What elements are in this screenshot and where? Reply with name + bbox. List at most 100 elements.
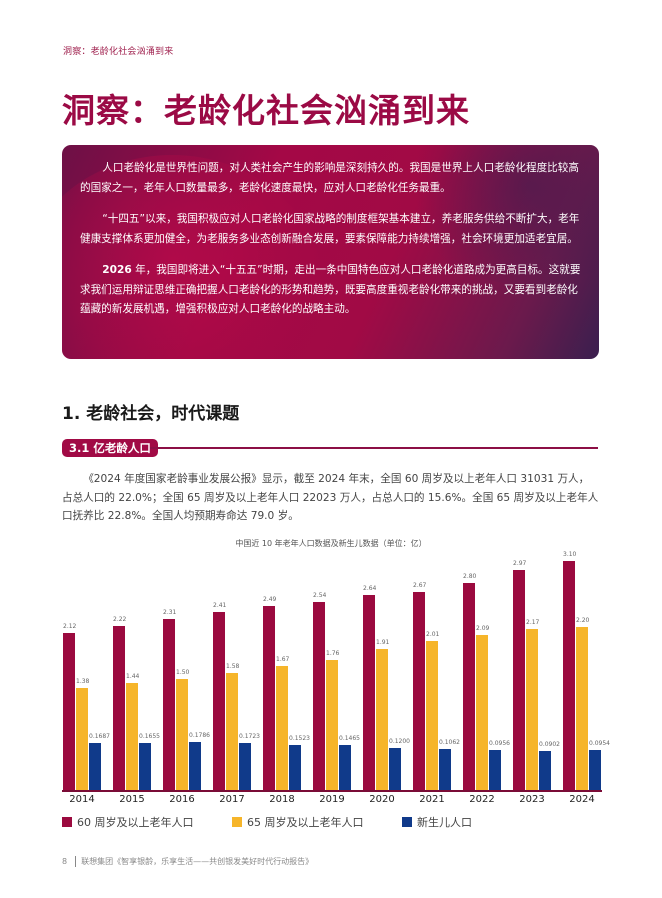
bar-group-2024: 3.10 2.20 0.0954 (563, 550, 610, 790)
intro-paragraph: 《2024 年度国家老龄事业发展公报》显示，截至 2024 年末，全国 60 周… (62, 473, 599, 522)
page-footer: 8 联想集团《智享银龄，乐享生活——共创银发美好时代行动报告》 (62, 856, 313, 867)
legend-item-newborn: 新生儿人口 (402, 814, 472, 830)
footer-source: 联想集团《智享银龄，乐享生活——共创银发美好时代行动报告》 (81, 857, 314, 866)
data-label: 1.38 (76, 677, 90, 685)
x-tick-label: 2019 (319, 794, 345, 805)
bar-newborn (539, 750, 551, 790)
x-tick-label: 2016 (169, 794, 195, 805)
chart-title: 中国近 10 年老年人口数据及新生儿数据（单位：亿） (235, 539, 427, 548)
data-label: 0.1786 (189, 732, 210, 740)
chart-legend: 60 周岁及以上老年人口 65 周岁及以上老年人口 新生儿人口 (62, 814, 602, 830)
intro-banner: 人口老龄化是世界性问题，对人类社会产生的影响是深刻持久的。我国是世界上人口老龄化… (62, 145, 599, 359)
data-label: 1.76 (326, 649, 340, 657)
banner-paragraph: 2026 年，我国即将进入“十五五”时期，走出一条中国特色应对人口老龄化道路成为… (80, 264, 581, 315)
data-label: 1.67 (276, 656, 290, 664)
data-label: 2.80 (463, 572, 477, 580)
bar-newborn (389, 748, 401, 790)
bar-s60 (313, 602, 325, 790)
x-tick-label: 2014 (69, 794, 95, 805)
bar-s65 (126, 683, 138, 790)
bar-chart: 2.12 1.38 0.1687 2014 2.22 1.44 0.1655 2015 2.31… (62, 550, 610, 810)
footer-divider (75, 856, 77, 867)
bar-s65 (526, 629, 538, 790)
bar-s65 (426, 641, 438, 790)
data-label: 0.1062 (439, 739, 460, 747)
data-label: 0.1200 (389, 738, 410, 745)
data-label: 0.1465 (339, 735, 360, 743)
bar-group-2022: 2.80 2.09 0.0956 (463, 550, 510, 790)
data-label: 2.01 (426, 631, 440, 639)
bar-s60 (263, 605, 275, 790)
legend-item-65: 65 周岁及以上老年人口 (232, 814, 364, 830)
bar-s60 (463, 582, 475, 790)
data-label: 2.97 (513, 560, 527, 568)
bar-group-2023: 2.97 2.17 0.0902 (513, 550, 560, 790)
bar-group-2015: 2.22 1.44 0.1655 (113, 550, 160, 790)
bar-s60 (63, 633, 75, 790)
x-tick-label: 2018 (269, 794, 295, 805)
x-tick-label: 2022 (469, 794, 495, 805)
legend-swatch (402, 817, 412, 827)
bar-newborn (589, 750, 601, 790)
bar-newborn (139, 743, 151, 790)
running-head: 洞察：老龄化社会汹涌到来 (63, 47, 174, 57)
x-tick-label: 2017 (219, 794, 245, 805)
legend-item-60: 60 周岁及以上老年人口 (62, 814, 194, 830)
data-label: 0.1723 (239, 732, 260, 740)
data-label: 0.1523 (289, 734, 310, 742)
legend-swatch (232, 817, 242, 827)
bar-group-2016: 2.31 1.50 0.1786 (163, 550, 210, 790)
data-label: 2.64 (363, 584, 377, 592)
bar-newborn (339, 745, 351, 790)
data-label: 1.44 (126, 673, 140, 681)
bar-group-2020: 2.64 1.91 0.1200 (363, 550, 410, 790)
data-label: 0.0954 (589, 740, 610, 748)
data-label: 2.20 (576, 617, 590, 625)
bar-s65 (476, 635, 488, 790)
data-label: 2.54 (313, 592, 327, 600)
data-label: 0.1655 (139, 733, 160, 741)
bar-s60 (213, 611, 225, 790)
data-label: 2.49 (263, 595, 277, 603)
section-title: 1. 老龄社会，时代课题 (62, 404, 240, 424)
banner-paragraph: 人口老龄化是世界性问题，对人类社会产生的影响是深刻持久的。我国是世界上人口老龄化… (80, 162, 579, 194)
subsection-divider (150, 447, 598, 449)
bar-s65 (276, 666, 288, 790)
bar-s60 (113, 625, 125, 790)
data-label: 1.91 (376, 638, 390, 646)
bar-group-2014: 2.12 1.38 0.1687 (63, 550, 110, 790)
x-tick-label: 2020 (369, 794, 395, 805)
data-label: 2.41 (213, 601, 227, 609)
data-label: 2.12 (63, 623, 77, 631)
data-label: 2.67 (413, 582, 427, 590)
bar-s65 (176, 679, 188, 790)
bar-newborn (189, 742, 201, 790)
bar-s65 (226, 673, 238, 790)
bar-newborn (89, 743, 101, 790)
bar-group-2018: 2.49 1.67 0.1523 (263, 550, 310, 790)
page-title: 洞察：老龄化社会汹涌到来 (62, 91, 470, 130)
bar-s65 (326, 659, 338, 790)
bar-group-2017: 2.41 1.58 0.1723 (213, 550, 260, 790)
bar-s65 (376, 648, 388, 790)
x-tick-label: 2024 (569, 794, 595, 805)
data-label: 0.0902 (539, 740, 560, 748)
bar-s60 (563, 560, 575, 790)
x-tick-label: 2021 (419, 794, 445, 805)
bar-s60 (413, 592, 425, 790)
data-label: 2.17 (526, 619, 540, 627)
bar-newborn (289, 744, 301, 790)
data-label: 2.09 (476, 625, 490, 633)
bar-newborn (439, 749, 451, 790)
data-label: 2.22 (113, 615, 127, 623)
legend-swatch (62, 817, 72, 827)
bar-s65 (76, 687, 88, 790)
x-tick-label: 2015 (119, 794, 145, 805)
banner-paragraph: “十四五”以来，我国积极应对人口老龄化国家战略的制度框架基本建立，养老服务供给不… (80, 213, 580, 245)
data-label: 2.31 (163, 609, 177, 617)
bar-newborn (239, 742, 251, 790)
subsection-tag: 3.1 亿老龄人口 (62, 439, 158, 457)
x-tick-label: 2023 (519, 794, 545, 805)
bar-s60 (163, 619, 175, 790)
bar-newborn (489, 750, 501, 790)
